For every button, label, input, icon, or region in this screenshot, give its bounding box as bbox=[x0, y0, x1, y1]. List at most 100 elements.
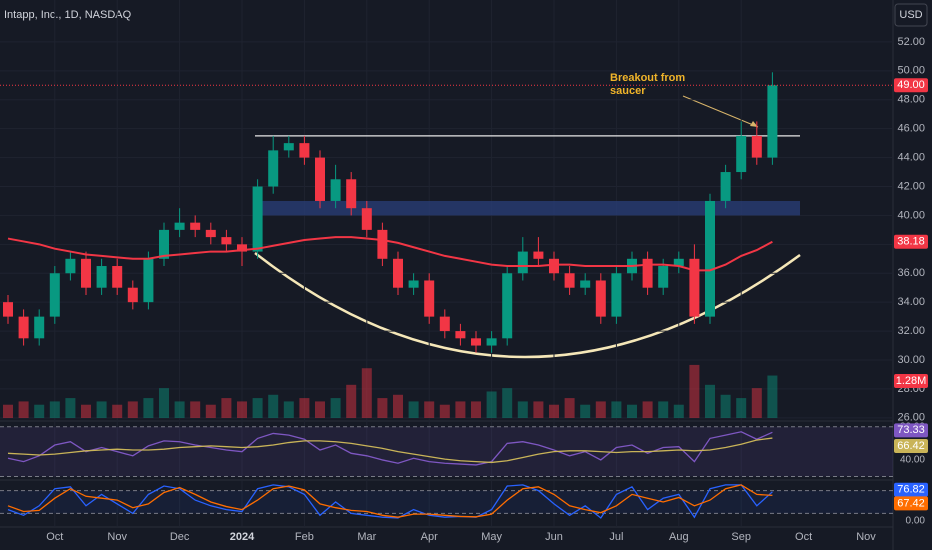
candle-body bbox=[315, 157, 325, 201]
x-tick-label: Jul bbox=[609, 531, 623, 543]
volume-bar bbox=[705, 384, 715, 418]
volume-bar bbox=[424, 401, 435, 418]
value-badge-bg bbox=[894, 439, 928, 454]
y-tick-label: 46.00 bbox=[897, 123, 925, 135]
candle-body bbox=[330, 179, 341, 201]
candle-body bbox=[689, 258, 700, 317]
volume-bar bbox=[533, 401, 544, 418]
value-badge-bg bbox=[894, 423, 928, 438]
annotation: Breakout from bbox=[610, 72, 685, 84]
candle-body bbox=[486, 338, 497, 346]
candle-body bbox=[18, 316, 29, 339]
currency-box[interactable] bbox=[894, 3, 928, 27]
candle-body bbox=[673, 258, 684, 267]
candle-body bbox=[424, 280, 435, 317]
candle-body bbox=[34, 316, 45, 339]
candle-body bbox=[767, 85, 778, 158]
candle-body bbox=[143, 258, 154, 303]
volume-bar bbox=[81, 404, 91, 418]
saucer-curve bbox=[254, 252, 801, 359]
candle-body bbox=[81, 258, 91, 288]
candle-body bbox=[346, 179, 357, 209]
y-tick-label: 26.00 bbox=[897, 412, 925, 424]
line-series bbox=[7, 484, 773, 518]
candle-body bbox=[112, 266, 123, 288]
y-tick-label: 44.00 bbox=[897, 151, 925, 163]
candle-body bbox=[595, 280, 606, 317]
candle-body bbox=[377, 229, 388, 259]
candle-body bbox=[190, 222, 201, 230]
volume-bar bbox=[205, 404, 216, 418]
volume-bar bbox=[18, 401, 29, 418]
volume-bar bbox=[268, 394, 279, 418]
volume-bar bbox=[127, 401, 138, 418]
x-tick-label: Sep bbox=[731, 531, 751, 543]
volume-bar bbox=[595, 401, 606, 418]
volume-bar bbox=[361, 368, 372, 418]
y-tick-label: 48.00 bbox=[897, 94, 925, 106]
volume-bar bbox=[611, 401, 622, 418]
volume-bar bbox=[517, 401, 528, 418]
volume-bar bbox=[689, 364, 700, 418]
volume-bar bbox=[486, 391, 497, 418]
x-tick-label: Oct bbox=[46, 531, 63, 543]
line-series bbox=[7, 437, 773, 464]
candle-body bbox=[549, 258, 559, 274]
volume-label: 1.28M bbox=[896, 375, 927, 387]
x-tick-label: Feb bbox=[295, 531, 314, 543]
candle-body bbox=[408, 280, 419, 288]
candle-body bbox=[658, 266, 669, 288]
volume-bar bbox=[159, 388, 169, 418]
volume-bar bbox=[143, 398, 154, 418]
price-label-bg bbox=[894, 78, 928, 93]
volume-bar bbox=[174, 401, 185, 418]
x-tick-label: Apr bbox=[421, 531, 438, 543]
annotation: saucer bbox=[610, 85, 646, 97]
volume-bar bbox=[393, 394, 403, 418]
value-badge: 67.42 bbox=[897, 497, 925, 509]
volume-bar bbox=[330, 398, 341, 418]
value-badge-bg bbox=[894, 496, 928, 511]
volume-bar bbox=[408, 401, 419, 418]
x-tick-label: Nov bbox=[856, 531, 876, 543]
volume-bar bbox=[502, 388, 513, 418]
line-series bbox=[7, 236, 773, 272]
candle-body bbox=[393, 258, 403, 288]
volume-bar bbox=[237, 401, 247, 418]
pane-band bbox=[0, 426, 893, 477]
candle-body bbox=[221, 237, 232, 245]
candle-body bbox=[751, 135, 762, 158]
volume-bar bbox=[627, 404, 637, 418]
volume-bar bbox=[221, 398, 232, 418]
x-tick-label: Nov bbox=[107, 531, 127, 543]
volume-bar bbox=[642, 401, 653, 418]
volume-bar bbox=[471, 401, 481, 418]
value-badge: 76.82 bbox=[897, 484, 925, 496]
volume-bar bbox=[190, 401, 201, 418]
candle-body bbox=[361, 208, 372, 230]
volume-bar bbox=[767, 375, 778, 418]
candle-body bbox=[65, 258, 76, 274]
y-tick-label: 0.00 bbox=[906, 516, 926, 527]
volume-label-bg bbox=[894, 374, 928, 388]
x-tick-label: Dec bbox=[170, 531, 190, 543]
candle-body bbox=[299, 143, 310, 158]
candle-body bbox=[174, 222, 185, 230]
x-tick-label: Aug bbox=[669, 531, 689, 543]
candle-body bbox=[517, 251, 528, 274]
candle-body bbox=[268, 150, 279, 187]
candle-body bbox=[580, 280, 591, 288]
candle-body bbox=[49, 273, 60, 317]
volume-bar bbox=[3, 404, 13, 418]
y-tick-label: 32.00 bbox=[897, 325, 925, 337]
ma-label-bg bbox=[894, 234, 928, 249]
candle-body bbox=[237, 244, 247, 252]
candle-body bbox=[3, 302, 13, 317]
volume-bar bbox=[439, 404, 450, 418]
x-tick-label: Jun bbox=[545, 531, 563, 543]
volume-bar bbox=[49, 401, 60, 418]
line-series bbox=[7, 484, 773, 519]
candle-body bbox=[471, 338, 481, 346]
volume-bar bbox=[315, 401, 325, 418]
